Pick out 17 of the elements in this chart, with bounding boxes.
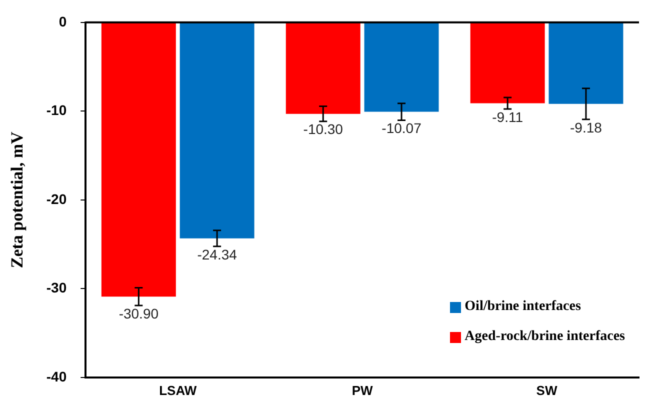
x-tick-label: LSAW (159, 382, 198, 398)
y-tick-label: -40 (46, 368, 67, 384)
x-tick-label: SW (536, 382, 558, 398)
data-label: -10.30 (303, 121, 344, 138)
data-label: -9.11 (492, 108, 524, 125)
y-tick-label: -30 (46, 280, 67, 296)
data-label: -10.07 (382, 120, 422, 136)
legend-label: Aged-rock/brine interfaces (464, 329, 625, 345)
y-tick-label: 0 (58, 13, 67, 30)
data-label: -24.34 (197, 246, 238, 262)
y-tick-label: -20 (46, 190, 67, 207)
data-label: -30.90 (118, 305, 159, 322)
x-tick-label: PW (352, 382, 374, 398)
y-tick-label: -10 (46, 102, 67, 118)
y-axis-title: Zeta potential, mV (8, 130, 27, 268)
legend-label: Oil/brine interfaces (464, 299, 581, 315)
data-label: -9.18 (570, 119, 602, 136)
